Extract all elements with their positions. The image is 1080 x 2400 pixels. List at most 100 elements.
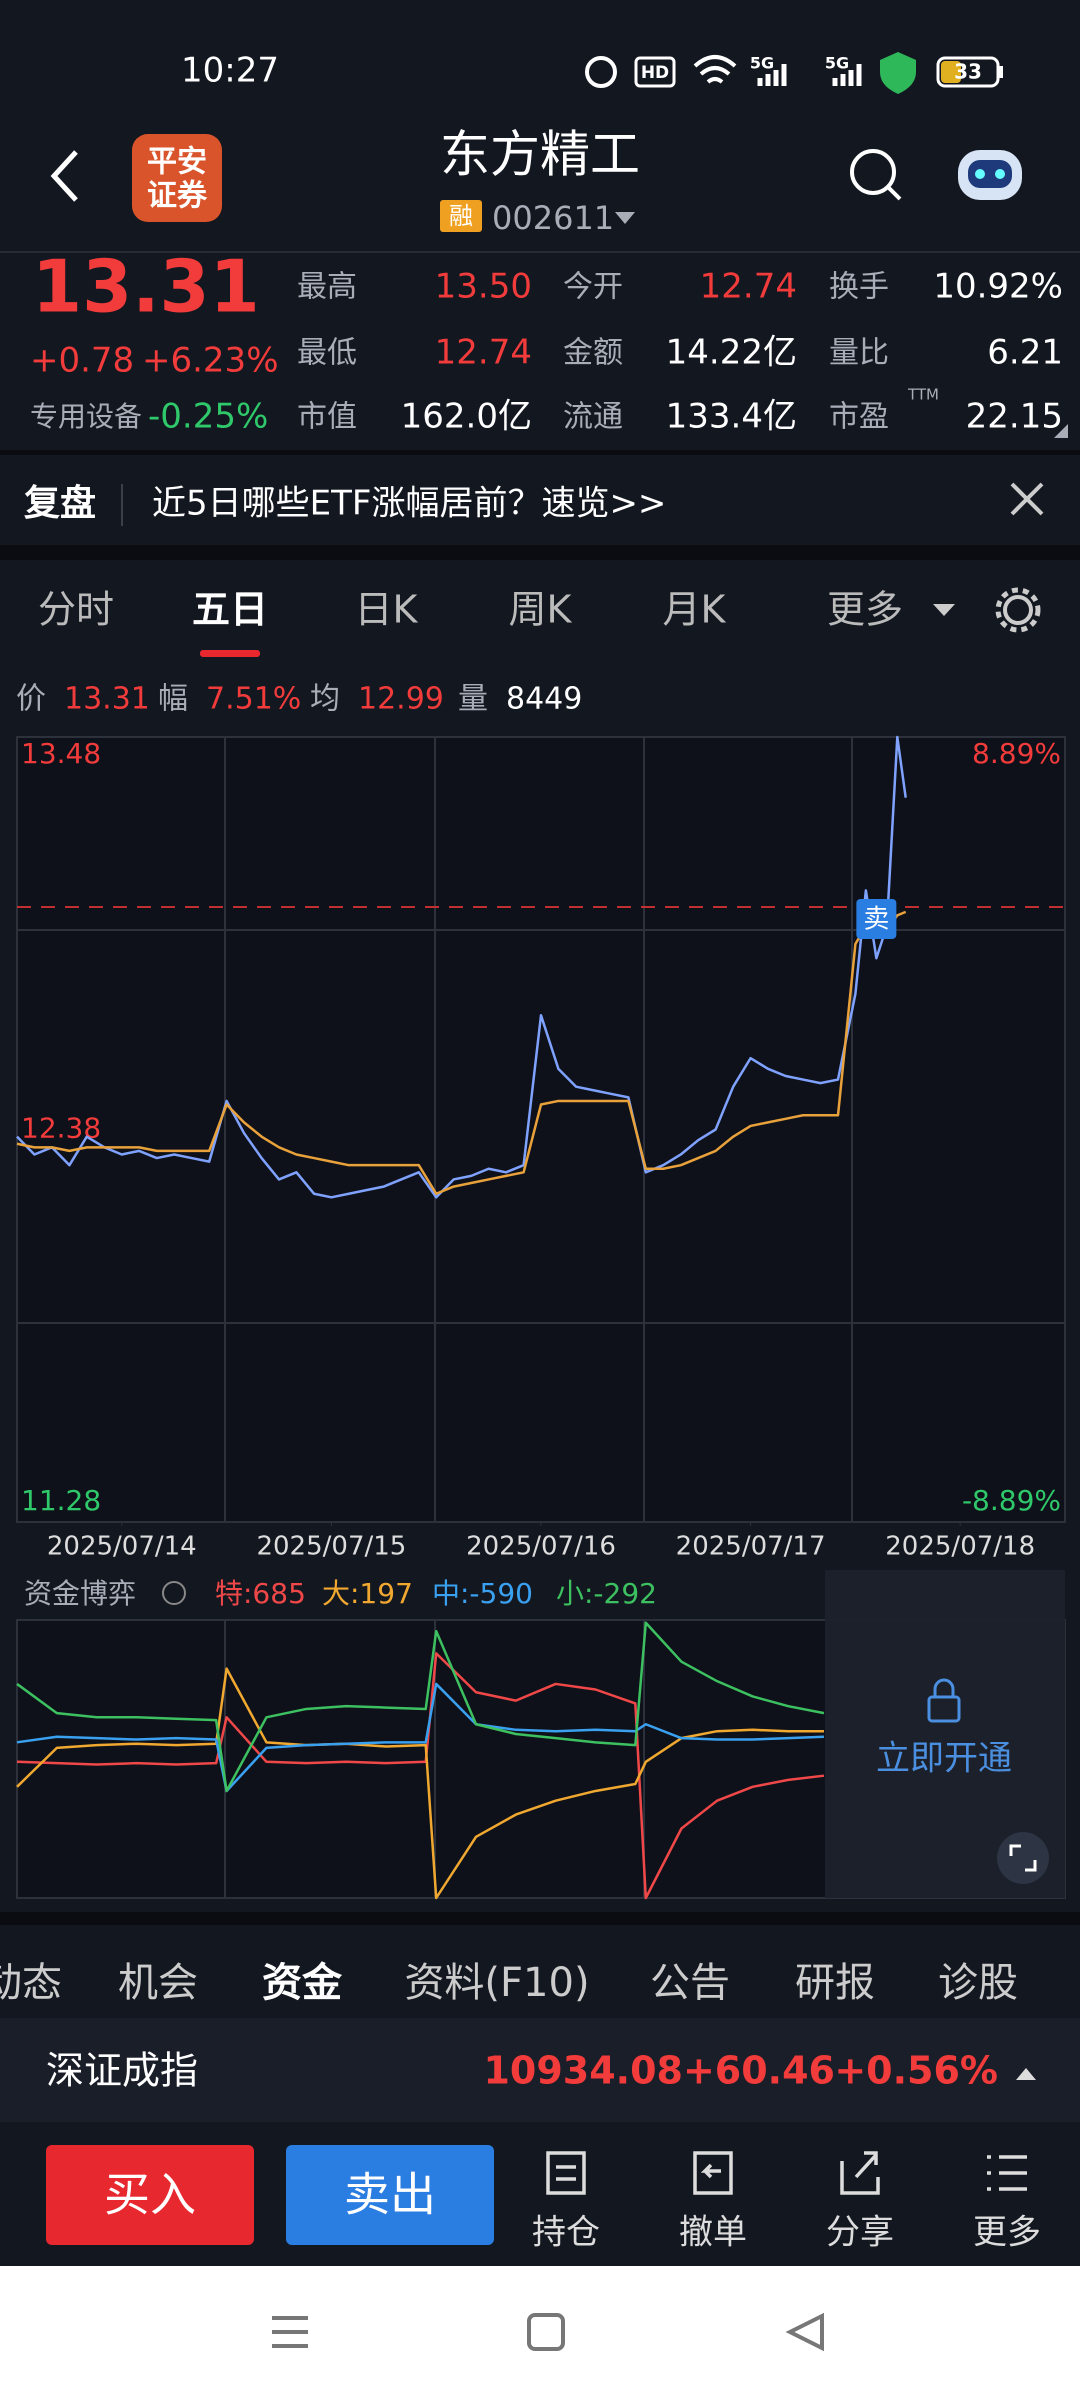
battery-tip: [999, 66, 1003, 78]
sector-name: 专用设备: [30, 400, 142, 433]
action-icon[interactable]: [546, 2151, 586, 2195]
corner-mark: [1054, 424, 1068, 438]
info-label: 量: [458, 682, 488, 717]
info-tab[interactable]: 机会: [118, 1960, 198, 2006]
x-tick-label: 2025/07/14: [47, 1532, 197, 1562]
stat-label: 量比: [829, 336, 889, 371]
assistant-face: [968, 160, 1012, 188]
stat-value: 12.74: [700, 267, 797, 307]
info-tab[interactable]: 公告: [650, 1960, 730, 2006]
margin-badge: [440, 200, 482, 232]
y-tick-label: 11.28: [21, 1484, 101, 1517]
legend-entry: 小:-292: [556, 1577, 657, 1610]
assistant-eye: [995, 169, 1005, 179]
settings-icon[interactable]: [1003, 595, 1033, 625]
stat-value: 162.0亿: [401, 397, 532, 437]
action-items: 持仓 撤单 分享 更多: [532, 2151, 1041, 2253]
divider: [0, 450, 1080, 455]
wifi-icon: [693, 55, 737, 84]
series-line: [16, 1682, 825, 1793]
stat-label: 今开: [563, 270, 623, 305]
back-button[interactable]: [50, 150, 78, 202]
network-label: 5G: [825, 54, 849, 73]
trade-marker: [856, 898, 897, 939]
info-icon[interactable]: [162, 1581, 186, 1605]
stock-name: 东方精工: [440, 126, 640, 184]
action-label[interactable]: 持仓: [532, 2213, 600, 2253]
battery-icon: [936, 56, 1000, 88]
stat-label: 金额: [563, 336, 623, 371]
battery-level: [941, 61, 961, 83]
x-tick-label: 2025/07/16: [466, 1532, 616, 1562]
dropdown-icon[interactable]: [615, 212, 635, 224]
fund-title: 资金博弈: [24, 1577, 136, 1610]
series-line: [16, 1621, 825, 1793]
fullscreen-button[interactable]: [997, 1832, 1049, 1884]
stat-value: 22.15: [966, 397, 1063, 437]
last-price: 13.31: [32, 245, 260, 329]
series-line: [16, 1667, 824, 1900]
period-tabs: 分时 五日 日K 周K 月K 更多: [38, 588, 903, 657]
home-button[interactable]: [527, 2313, 565, 2351]
sector-change: -0.25%: [148, 397, 268, 437]
broker-logo: [132, 134, 222, 222]
divider: [0, 545, 1080, 560]
fullscreen-icon: [1009, 1844, 1037, 1872]
info-tab[interactable]: 资金: [262, 1960, 343, 2006]
sell-label: 卖出: [344, 2168, 436, 2222]
action-label[interactable]: 更多: [973, 2213, 1041, 2253]
stat-label: 流通: [563, 400, 623, 435]
assistant-eye: [975, 169, 985, 179]
action-icon[interactable]: [693, 2151, 733, 2195]
battery-label: 33: [954, 60, 982, 84]
period-tab[interactable]: 日K: [355, 588, 419, 632]
action-icon[interactable]: [840, 2151, 880, 2195]
x-tick-label: 2025/07/17: [676, 1532, 826, 1562]
period-tab[interactable]: 月K: [663, 588, 727, 632]
network-label: 5G: [750, 54, 774, 73]
dropdown-icon[interactable]: [933, 604, 955, 616]
info-tab[interactable]: 诊股: [938, 1960, 1018, 2006]
stat-label: 换手: [829, 270, 889, 305]
action-label[interactable]: 撤单: [679, 2213, 747, 2253]
margin-badge-text: 融: [449, 202, 473, 230]
period-tab[interactable]: 分时: [38, 588, 114, 632]
index-change: +60.46: [683, 2049, 835, 2093]
series-line: [16, 735, 907, 1199]
period-tab[interactable]: 更多: [827, 588, 903, 632]
price-change: +0.78: [30, 341, 134, 381]
tab-underline: [200, 650, 260, 657]
unlock-label[interactable]: 立即开通: [876, 1739, 1012, 1779]
x-tick-label: 2025/07/15: [256, 1532, 406, 1562]
action-label[interactable]: 分享: [826, 2213, 894, 2253]
sell-button[interactable]: [286, 2145, 494, 2245]
banner-text[interactable]: 近5日哪些ETF涨幅居前？速览>>: [152, 484, 666, 524]
stat-value: 12.74: [435, 333, 532, 373]
y2-tick-label: 8.89%: [972, 737, 1061, 770]
legend-entry: 特:685: [215, 1577, 306, 1610]
legend-entry: 中:-590: [432, 1577, 533, 1610]
info-value: 13.31: [64, 682, 150, 717]
navigation-bar: [0, 2266, 1080, 2400]
expand-icon[interactable]: [1016, 2068, 1036, 2080]
stat-label: 最低: [297, 336, 357, 371]
info-tab[interactable]: 研报: [795, 1960, 875, 2006]
period-tab[interactable]: 五日: [192, 588, 268, 632]
alarm-icon: [585, 56, 617, 88]
info-tab[interactable]: 动态: [0, 1960, 62, 2006]
info-tab[interactable]: 资料(F10): [404, 1960, 589, 2006]
clock: 10:27: [181, 51, 279, 91]
info-label: 幅: [158, 682, 188, 717]
search-icon[interactable]: [850, 149, 896, 195]
action-icon[interactable]: [987, 2155, 1027, 2191]
y2-tick-label: -8.89%: [962, 1484, 1061, 1517]
back-nav-button[interactable]: [785, 2312, 824, 2352]
close-button[interactable]: [1010, 482, 1044, 516]
stat-value: 13.50: [435, 267, 532, 307]
stat-value: 10.92%: [933, 267, 1063, 307]
buy-button[interactable]: [46, 2145, 254, 2245]
settings-icon-teeth: [995, 587, 1041, 633]
period-tab[interactable]: 周K: [509, 588, 573, 632]
menu-button[interactable]: [272, 2316, 308, 2348]
